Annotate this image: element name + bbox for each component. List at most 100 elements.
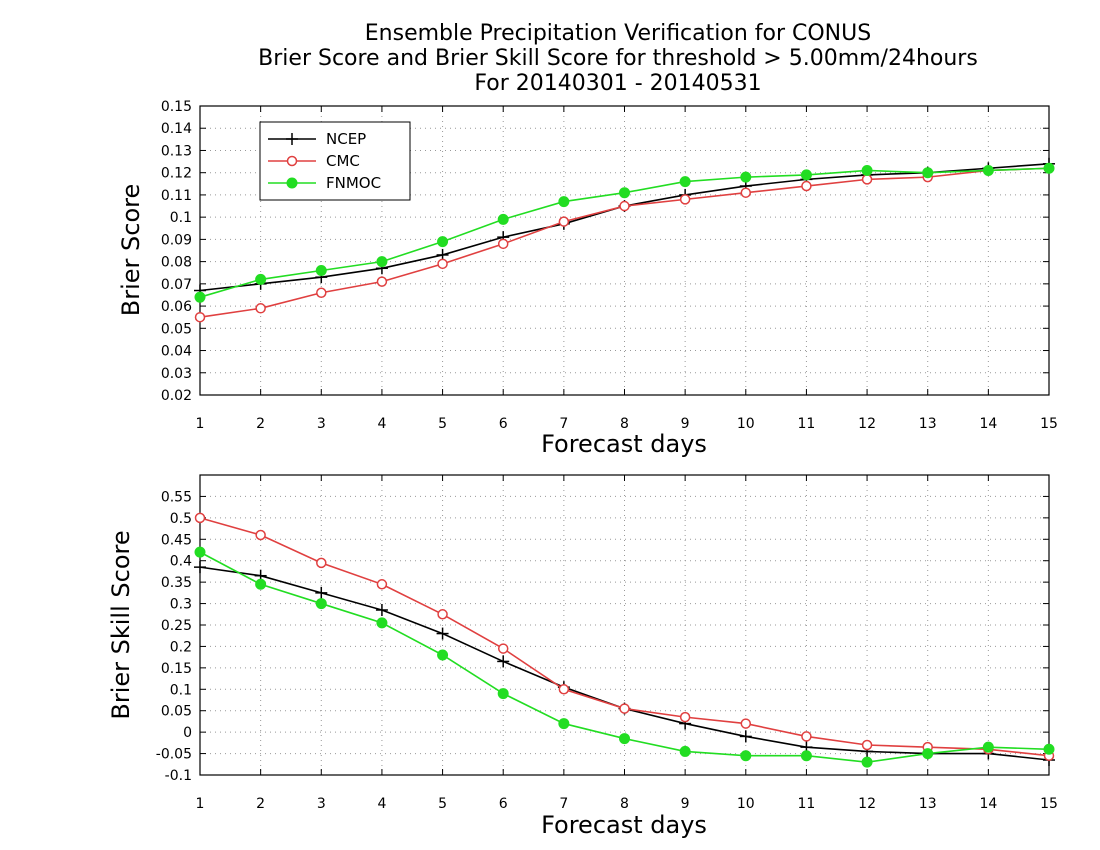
data-point: [740, 750, 752, 762]
y-tick-label: 0.55: [161, 489, 192, 505]
data-point: [497, 238, 509, 250]
data-point: [861, 164, 873, 176]
y-axis-label: Brier Skill Score: [107, 530, 135, 719]
y-tick-label: 0.25: [161, 618, 192, 634]
x-tick-label: 14: [979, 796, 997, 812]
data-point: [982, 164, 994, 176]
y-tick-label: 0.09: [161, 232, 192, 248]
x-tick-label: 8: [620, 416, 629, 432]
data-point: [922, 748, 934, 760]
legend-label: NCEP: [326, 130, 366, 148]
x-tick-label: 5: [438, 796, 447, 812]
data-point: [558, 196, 570, 208]
data-point: [740, 187, 752, 198]
data-point: [376, 276, 388, 287]
data-point: [316, 287, 327, 298]
data-point: [497, 655, 510, 668]
y-tick-label: 0.15: [161, 99, 192, 115]
data-point: [619, 200, 630, 212]
data-point: [679, 194, 691, 205]
data-point: [740, 718, 752, 729]
x-tick-label: 10: [737, 416, 755, 432]
legend-label: FNMOC: [326, 174, 381, 192]
data-point: [497, 213, 509, 225]
data-point: [679, 176, 691, 188]
x-tick-label: 7: [559, 796, 568, 812]
x-tick-label: 8: [620, 796, 629, 812]
data-point: [315, 598, 327, 610]
data-point: [376, 617, 388, 629]
data-point: [376, 256, 388, 268]
brier-skill-score-chart: Brier Skill Score Forecast days -0.1 -0.0…: [107, 474, 1058, 839]
data-point: [437, 236, 449, 248]
y-tick-label: 0.11: [161, 188, 192, 204]
figure-title: Ensemble Precipitation Verification for …: [258, 21, 978, 96]
y-tick-label: 0.15: [161, 661, 192, 677]
x-tick-label: 14: [979, 416, 997, 432]
y-tick-label: 0.02: [161, 388, 192, 404]
y-tick-label: 0.3: [170, 597, 192, 613]
y-tick-label: 0.03: [161, 366, 192, 382]
legend-item-fnmoc: FNMOC: [268, 174, 381, 192]
series-fnmoc: [194, 162, 1055, 303]
data-point: [800, 750, 812, 762]
data-point: [437, 649, 449, 661]
x-tick-label: 6: [499, 796, 508, 812]
x-tick-label: 13: [919, 796, 937, 812]
x-tick-label: 11: [798, 416, 816, 432]
data-point: [558, 216, 570, 227]
series-fnmoc: [194, 546, 1055, 768]
y-tick-label: 0.05: [161, 704, 192, 720]
x-tick-label: 4: [377, 796, 386, 812]
y-tick-label: 0.4: [170, 554, 192, 570]
x-axis-label: Forecast days: [541, 430, 707, 458]
data-point: [619, 187, 630, 199]
title-line-1: Ensemble Precipitation Verification for …: [365, 21, 871, 46]
y-axis-label: Brier Score: [117, 184, 145, 316]
y-tick-label: 0.45: [161, 532, 192, 548]
data-point: [194, 561, 206, 574]
y-tick-label: 0.14: [161, 121, 192, 137]
data-point: [436, 627, 449, 640]
data-point: [437, 258, 448, 270]
y-tick-label: 0.5: [170, 511, 192, 527]
data-point: [255, 578, 267, 590]
x-tick-label: 4: [377, 416, 386, 432]
x-tick-label: 2: [256, 796, 265, 812]
gridlines: [199, 475, 1050, 776]
data-point: [316, 557, 327, 569]
x-tick-label: 3: [317, 796, 326, 812]
y-tick-label: 0.06: [161, 299, 192, 315]
legend-item-ncep: NCEP: [268, 130, 366, 148]
data-point: [558, 684, 570, 695]
legend-marker: [286, 133, 298, 145]
x-tick-label: 2: [256, 416, 265, 432]
y-tick-label: 0.1: [170, 210, 192, 226]
legend-marker: [286, 177, 298, 189]
legend-item-cmc: CMC: [268, 152, 360, 170]
data-point: [982, 741, 994, 753]
legend-label: CMC: [326, 152, 360, 170]
x-axis-label: Forecast days: [541, 811, 707, 839]
data-point: [255, 303, 266, 314]
data-point: [255, 529, 266, 541]
y-tick-label: 0.1: [170, 682, 192, 698]
data-point: [194, 311, 206, 323]
legend: NCEP CMC FNMOC: [259, 121, 411, 201]
data-point: [315, 265, 327, 277]
data-point: [437, 609, 448, 620]
data-point: [315, 586, 328, 599]
data-point: [255, 273, 267, 285]
brier-score-chart: Brier Score Forecast days 0.02 0.03 0.04 0.…: [117, 99, 1058, 458]
y-tick-label: 0: [183, 725, 192, 741]
y-tick-label: 0.13: [161, 143, 192, 159]
data-point: [558, 718, 570, 730]
data-point: [375, 604, 388, 616]
data-point: [497, 688, 509, 700]
data-point: [861, 756, 873, 768]
y-tick-label: -0.05: [156, 747, 192, 763]
title-line-3: For 20140301 - 20140531: [474, 71, 761, 96]
y-tick-label: 0.12: [161, 166, 192, 182]
y-tick-label: 0.05: [161, 321, 192, 337]
